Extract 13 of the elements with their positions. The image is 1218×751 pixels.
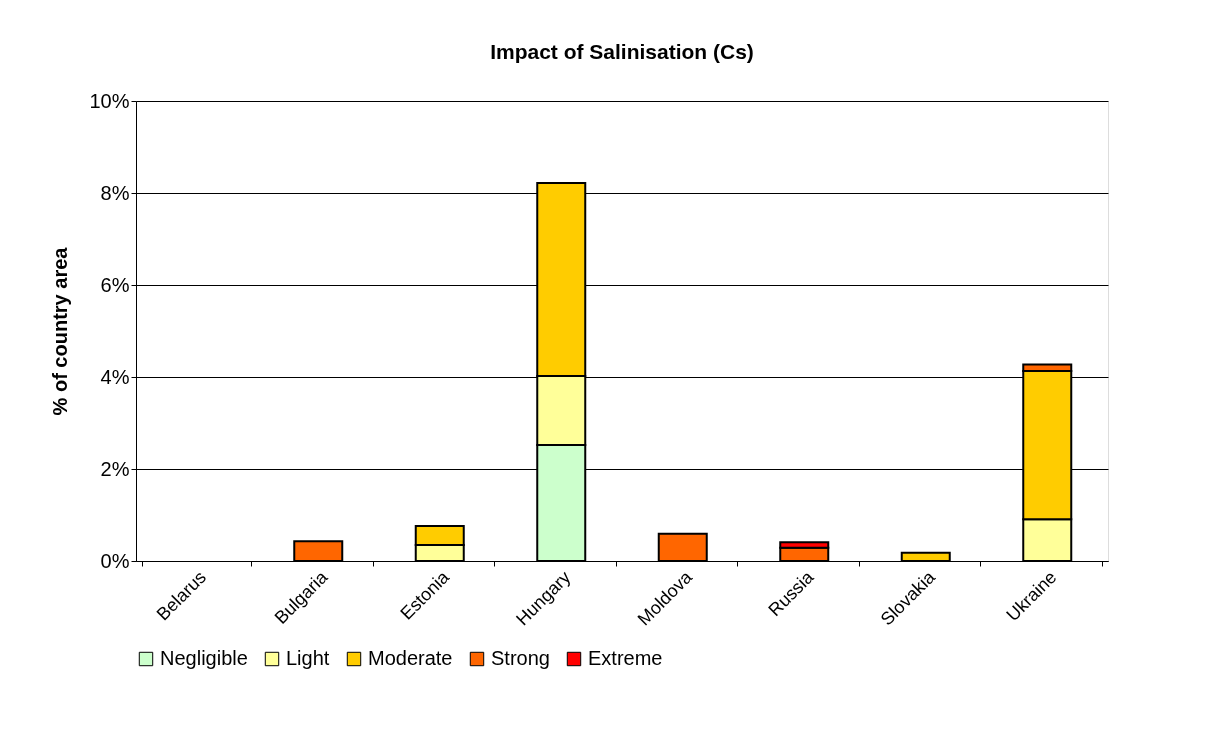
y-tick-label: 4% [100, 365, 130, 388]
legend-label: Light [286, 647, 330, 669]
y-tick-label: 10% [89, 89, 130, 112]
legend-label: Strong [491, 647, 550, 669]
y-axis-title: % of country area [49, 246, 72, 416]
legend-label: Moderate [368, 647, 453, 669]
y-tick-label: 2% [100, 457, 130, 480]
chart-title: Impact of Salinisation (Cs) [490, 40, 754, 63]
legend-label: Extreme [588, 647, 663, 669]
y-tick-label: 8% [100, 181, 130, 204]
y-tick-label: 0% [100, 549, 130, 572]
legend-label: Negligible [160, 647, 248, 669]
y-tick-label: 6% [100, 273, 130, 296]
